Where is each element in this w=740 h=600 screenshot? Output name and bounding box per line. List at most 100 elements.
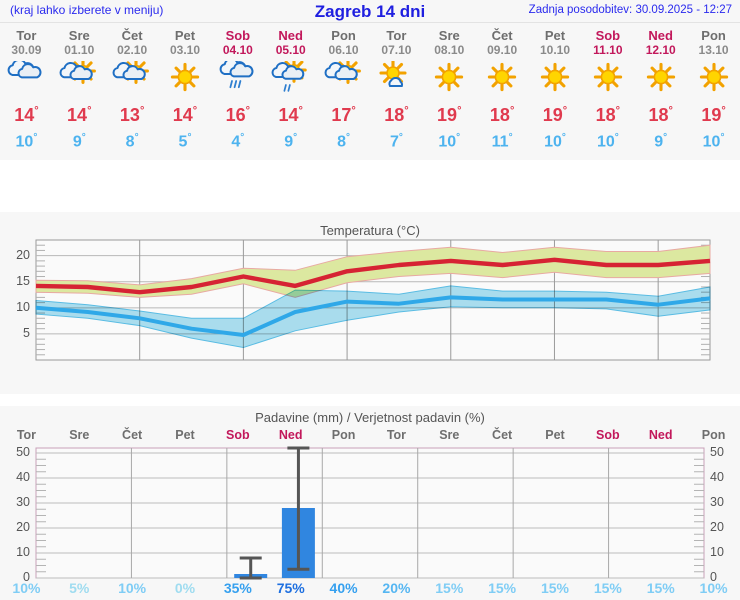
- day-name: Pon: [331, 28, 356, 43]
- day-max-temp: 14°: [172, 105, 198, 125]
- rain-icon: [211, 57, 264, 99]
- sun-small-cloud-icon: [370, 57, 423, 99]
- day-max-temp: 13°: [119, 105, 145, 125]
- day-name: Pon: [701, 28, 726, 43]
- forecast-day-column[interactable]: Tor 30.09 14° 10°: [0, 23, 53, 153]
- precip-axis-tick-label-left: 50: [16, 445, 30, 459]
- day-name: Pet: [174, 28, 196, 43]
- forecast-day-column[interactable]: Pet 10.10 19° 10°: [529, 23, 582, 153]
- precip-axis-tick-label-right: 0: [710, 570, 717, 584]
- day-min-temp: 10°: [15, 132, 38, 151]
- forecast-day-column[interactable]: Pon 06.10 17° 8°: [317, 23, 370, 153]
- temperature-chart: [35, 239, 711, 361]
- forecast-day-column[interactable]: Sob 04.10 16° 4°: [211, 23, 264, 153]
- location-hint: (kraj lahko izberete v meniju): [10, 3, 164, 17]
- day-min-temp: 9°: [284, 132, 298, 151]
- forecast-day-column[interactable]: Sre 08.10 19° 10°: [423, 23, 476, 153]
- precip-day-label: Pon: [701, 428, 726, 442]
- forecast-day-column[interactable]: Sob 11.10 18° 10°: [581, 23, 634, 153]
- day-name: Sre: [68, 28, 90, 43]
- precip-axis-tick-label-right: 20: [710, 520, 724, 534]
- precip-day-label: Sre: [69, 428, 90, 442]
- forecast-day-column[interactable]: Tor 07.10 18° 7°: [370, 23, 423, 153]
- day-name: Sob: [225, 28, 251, 43]
- day-name: Čet: [121, 28, 143, 43]
- day-date: 05.10: [275, 43, 306, 57]
- precip-axis-tick-label-left: 0: [23, 570, 30, 584]
- precip-probability-value: 10%: [12, 580, 41, 596]
- spacer-white: [0, 160, 740, 212]
- precip-probability-value: 40%: [329, 580, 358, 596]
- temp-axis-tick-label: 20: [16, 247, 30, 262]
- precip-day-label: Pon: [331, 428, 356, 442]
- forecast-day-column[interactable]: Sre 01.10 14° 9°: [53, 23, 106, 153]
- precip-probability-value: 10%: [118, 580, 147, 596]
- day-min-temp: 10°: [544, 132, 566, 151]
- day-min-temp: 9°: [72, 132, 86, 151]
- forecast-day-column[interactable]: Čet 02.10 13° 8°: [106, 23, 159, 153]
- day-max-temp: 19°: [701, 105, 726, 125]
- day-name: Sob: [595, 28, 621, 43]
- day-date: 10.10: [539, 43, 570, 57]
- precip-day-label: Pet: [545, 428, 565, 442]
- day-max-temp: 18°: [384, 105, 409, 125]
- partly-sunny-icon: [317, 57, 370, 99]
- precip-axis-tick-label-right: 40: [710, 470, 724, 484]
- precipitation-chart: [35, 446, 705, 580]
- day-name: Ned: [278, 28, 303, 43]
- day-date: 06.10: [328, 43, 359, 57]
- day-name: Tor: [16, 28, 37, 43]
- forecast-day-column[interactable]: Pon 13.10 19° 10°: [687, 23, 740, 153]
- spacer-white-2: [0, 394, 740, 406]
- day-max-temp: 16°: [225, 105, 251, 125]
- day-date: 04.10: [222, 43, 253, 57]
- forecast-day-column[interactable]: Ned 12.10 18° 9°: [634, 23, 687, 153]
- last-update-label: Zadnja posodobitev: 30.09.2025 - 12:27: [528, 4, 732, 16]
- temp-axis-tick-label: 10: [16, 299, 30, 314]
- sunny-icon: [423, 57, 476, 99]
- day-min-temp: 11°: [491, 132, 513, 151]
- sunny-icon: [687, 57, 740, 99]
- day-min-temp: 10°: [596, 132, 619, 151]
- precip-day-label: Tor: [16, 428, 37, 442]
- precipitation-chart-title: Padavine (mm) / Verjetnost padavin (%): [255, 410, 485, 425]
- forecast-day-column[interactable]: Ned 05.10 14° 9°: [264, 23, 317, 153]
- day-max-temp: 18°: [648, 105, 673, 125]
- precip-probability-value: 20%: [382, 580, 411, 596]
- day-max-temp: 14°: [278, 105, 303, 125]
- precip-probability-value: 35%: [223, 580, 252, 596]
- day-min-temp: 4°: [231, 132, 245, 151]
- day-name: Pet: [544, 28, 566, 43]
- day-date: 11.10: [593, 43, 623, 57]
- precip-day-label: Sob: [226, 428, 250, 442]
- precip-axis-tick-label-left: 20: [16, 520, 30, 534]
- day-date: 30.09: [11, 43, 42, 57]
- precip-axis-tick-label-left: 30: [16, 495, 30, 509]
- day-max-temp: 18°: [595, 105, 621, 125]
- day-date: 09.10: [487, 43, 518, 57]
- forecast-day-column[interactable]: Čet 09.10 18° 11°: [476, 23, 529, 153]
- precip-axis-tick-label-left: 40: [16, 470, 30, 484]
- precip-probability-value: 10%: [699, 580, 728, 596]
- sunny-icon: [159, 57, 212, 99]
- precip-axis-tick-label-right: 10: [710, 545, 724, 559]
- precip-axis-tick-label-right: 30: [710, 495, 724, 509]
- day-date: 07.10: [381, 43, 412, 57]
- day-name: Sre: [438, 28, 460, 43]
- day-date: 03.10: [169, 43, 200, 57]
- day-date: 02.10: [117, 43, 148, 57]
- day-date: 01.10: [64, 43, 95, 57]
- day-max-temp: 14°: [67, 105, 92, 125]
- precip-probability-value: 15%: [435, 580, 464, 596]
- day-max-temp: 14°: [14, 105, 39, 125]
- precip-axis-tick-label-right: 50: [710, 445, 724, 459]
- precip-axis-tick-label-left: 10: [16, 545, 30, 559]
- precip-probability-value: 75%: [276, 580, 305, 596]
- forecast-day-column[interactable]: Pet 03.10 14° 5°: [159, 23, 212, 153]
- precip-probability-value: 15%: [540, 580, 569, 596]
- page-title: Zagreb 14 dni: [314, 2, 426, 21]
- partly-sunny-icon: [53, 57, 106, 99]
- day-min-temp: 9°: [654, 132, 668, 151]
- day-max-temp: 17°: [331, 105, 356, 125]
